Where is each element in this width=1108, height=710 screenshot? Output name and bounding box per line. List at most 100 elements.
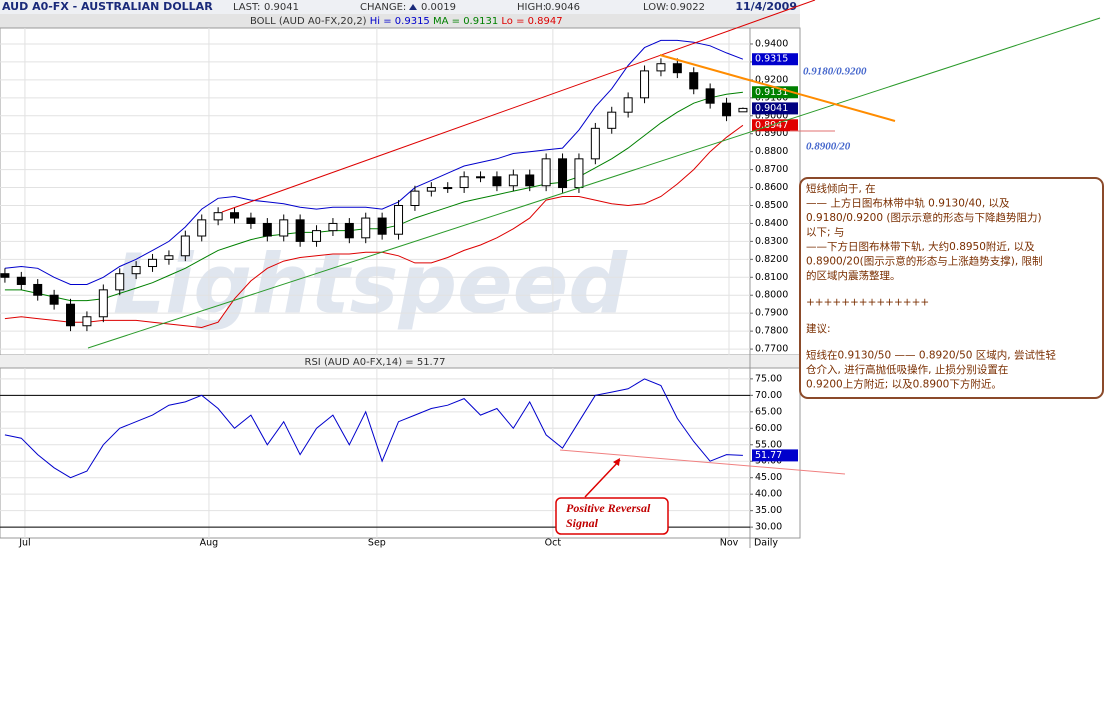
candle-body (558, 158, 568, 189)
series-line (4, 91, 743, 302)
y-tick-label: 0.8500 (755, 200, 788, 211)
candle-body (492, 176, 502, 187)
commentary-box (799, 177, 1104, 399)
y-tick-label: 0.7900 (755, 308, 788, 319)
candle-body (525, 174, 535, 187)
support-note: 0.8900/20 (806, 141, 851, 153)
price-tag (752, 86, 798, 99)
candle-body (738, 107, 748, 113)
price-tag-label: 0.9131 (755, 87, 788, 98)
y-tick-label: 0.8300 (755, 236, 788, 247)
candle-body (705, 88, 715, 104)
y-tick-label: 0.7800 (755, 326, 788, 337)
candle-body (377, 217, 387, 235)
series-line (4, 378, 743, 479)
candle-body (246, 217, 256, 224)
candle-body (312, 230, 322, 242)
candle-body (148, 258, 158, 268)
price-tag-label: 0.9315 (755, 54, 788, 65)
legend-entry: MA = 0.9131 (433, 16, 498, 27)
y-tick-label: 0.8900 (755, 128, 788, 139)
commentary-line: —— 上方日图布林带中轨 0.9130/40, 以及 (806, 197, 1010, 210)
signal-text: Signal (566, 516, 599, 530)
commentary-line: 以下; 与 (806, 227, 844, 239)
low-label: LOW: (643, 2, 669, 13)
commentary-line: 短线倾向于, 在 (806, 182, 876, 195)
y-tick-label: 0.8100 (755, 272, 788, 283)
candle-body (722, 102, 732, 117)
candle-body (541, 158, 551, 187)
y-tick-label: 30.00 (755, 522, 782, 533)
candle-body (328, 222, 338, 232)
commentary-line: 的区域内震荡整理。 (806, 269, 901, 282)
rsi-trendline (559, 449, 846, 475)
watermark: Lightspeed (113, 237, 628, 332)
series-line (4, 124, 744, 329)
candle-body (344, 222, 354, 239)
signal-text: Positive Reversal (566, 501, 651, 515)
price-tag-label: 51.77 (755, 450, 782, 461)
rsi-frame (0, 367, 801, 539)
x-tick-label: Oct (545, 538, 562, 549)
upper-channel (221, 0, 816, 213)
legend-bar (0, 14, 800, 28)
price-tag (752, 119, 798, 132)
high-value: 0.9046 (545, 2, 580, 13)
y-tick-label: 0.8000 (755, 290, 788, 301)
candle-body (0, 273, 10, 278)
candle-body (459, 176, 469, 189)
date: 11/4/2009 (735, 0, 797, 13)
candle-body (180, 235, 190, 257)
x-tick-label: Jul (18, 538, 30, 549)
downtrend-line (659, 54, 896, 122)
up-arrow (409, 4, 417, 10)
candle-body (33, 283, 43, 296)
candle-body (426, 187, 436, 192)
period-label: Daily (754, 538, 778, 549)
candle-body (689, 72, 699, 90)
candle-body (476, 176, 486, 179)
candle-body (443, 187, 453, 190)
signal-arrow (584, 459, 621, 498)
price-tag (752, 102, 798, 115)
last-value: 0.9041 (264, 2, 299, 13)
boll-title: BOLL (AUD A0-FX,20,2) (250, 16, 367, 27)
arrow-head (613, 458, 620, 466)
y-tick-label: 0.8600 (755, 182, 788, 193)
series-line (4, 39, 744, 285)
last-label: LAST: (233, 2, 260, 13)
legend: BOLL (AUD A0-FX,20,2) Hi = 0.9315 MA = 0… (250, 16, 563, 27)
y-tick-label: 70.00 (755, 390, 782, 401)
price-tag-label: 0.9041 (755, 103, 788, 114)
candle-body (16, 276, 26, 285)
y-tick-label: 35.00 (755, 505, 782, 516)
resistance-note: 0.9180/0.9200 (803, 66, 867, 78)
y-tick-label: 0.8400 (755, 218, 788, 229)
commentary-line: 仓介入, 进行高抛低吸操作, 止损分别设置在 (806, 363, 1008, 376)
candle-body (66, 303, 76, 327)
candle-body (131, 266, 141, 275)
commentary-line: ++++++++++++++ (806, 297, 929, 309)
rsi-title: RSI (AUD A0-FX,14) = 51.77 (305, 357, 446, 368)
candle-body (508, 174, 518, 187)
header-bar (0, 0, 800, 14)
commentary-line: 0.9180/0.9200 (图示示意的形态与下降趋势阻力) (806, 211, 1042, 224)
candle-body (213, 212, 223, 221)
lower-channel (87, 17, 1101, 349)
y-tick-label: 0.8200 (755, 254, 788, 265)
candle-body (590, 127, 600, 160)
candle-body (49, 294, 59, 305)
price-tag (752, 449, 798, 462)
candle-body (672, 63, 682, 74)
x-tick-label: Nov (720, 538, 739, 549)
y-tick-label: 0.9400 (755, 38, 788, 49)
candle-body (361, 217, 371, 239)
candle-body (607, 111, 617, 129)
legend-entry: Hi = 0.9315 (370, 16, 430, 27)
y-tick-label: 60.00 (755, 423, 782, 434)
y-tick-label: 0.8700 (755, 164, 788, 175)
y-tick-label: 75.00 (755, 373, 782, 384)
commentary-line: 建议: (806, 322, 831, 335)
signal-box (555, 497, 669, 535)
